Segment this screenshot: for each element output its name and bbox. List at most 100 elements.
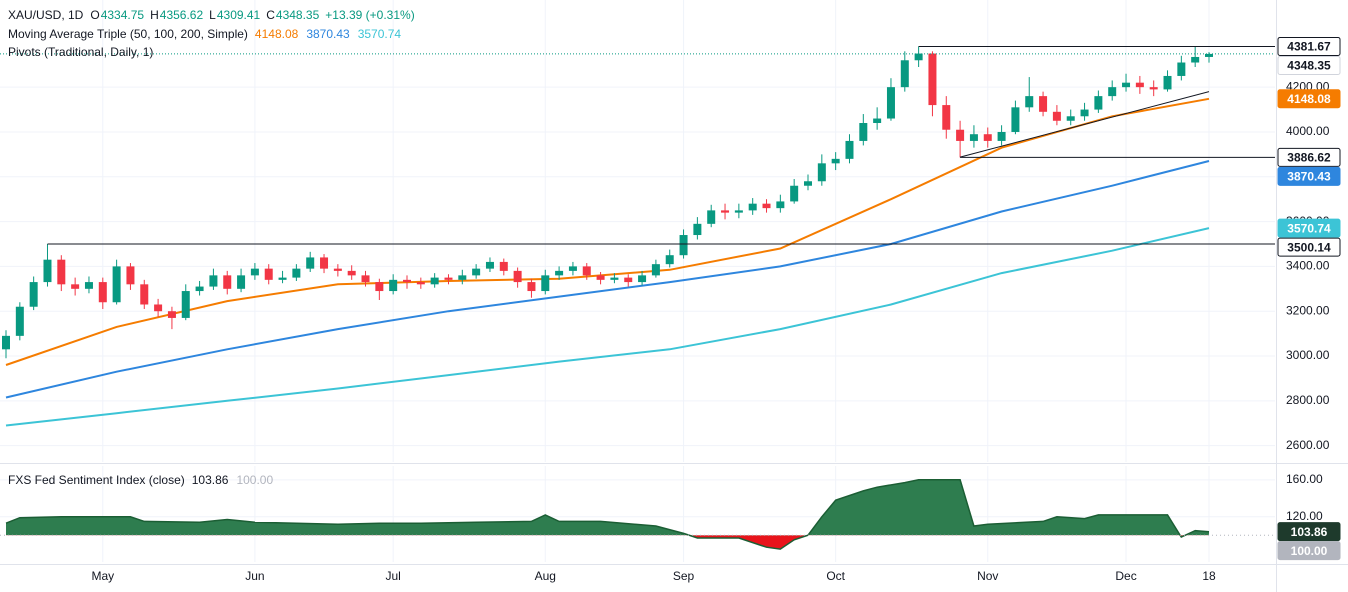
change: +13.39 (+0.31%) — [325, 8, 414, 22]
candle-body — [1205, 53, 1213, 57]
candle-body — [928, 53, 937, 106]
candle-body — [582, 266, 591, 276]
candle-body — [513, 270, 522, 283]
moving-average-line — [5, 160, 1210, 399]
y-tick-label: 4000.00 — [1286, 124, 1330, 138]
candle-body — [223, 275, 232, 289]
x-tick-label: Jun — [245, 569, 264, 583]
candle-body — [541, 275, 550, 292]
ohlc-prefix: O — [90, 8, 99, 22]
sentiment-line — [5, 479, 1210, 550]
candle-body — [1149, 87, 1158, 90]
candle-body — [942, 105, 951, 130]
candle-body — [403, 279, 411, 283]
candle-body — [776, 201, 785, 209]
candle-body — [57, 259, 66, 285]
candle-body — [1122, 82, 1131, 88]
candle-body — [707, 210, 716, 224]
ohlc-value: 4309.41 — [217, 8, 261, 22]
candle-body — [499, 261, 508, 271]
price-label-box — [1277, 89, 1341, 109]
candle-body — [665, 255, 674, 265]
candle-body — [1080, 109, 1089, 117]
candle-body — [167, 311, 176, 318]
candle-body — [181, 291, 190, 318]
price-label: 100.00 — [1291, 544, 1328, 558]
indicator-title: FXS Fed Sentiment Index (close) — [8, 473, 185, 487]
candle-body — [762, 203, 771, 209]
candle-body — [638, 275, 647, 283]
x-tick-label: Oct — [826, 569, 845, 583]
candle-body — [1025, 96, 1034, 108]
candle-body — [1052, 111, 1061, 121]
price-label: 3500.14 — [1287, 240, 1331, 254]
candle-body — [914, 53, 923, 61]
price-label: 3570.74 — [1287, 221, 1331, 235]
moving-average-line — [5, 227, 1210, 427]
candle-body — [1108, 87, 1117, 97]
candle-body — [527, 282, 536, 292]
y-tick-label: 3200.00 — [1286, 303, 1330, 317]
candle-body — [306, 257, 315, 269]
overlay-value: 3570.74 — [358, 27, 402, 41]
candle-body — [347, 270, 356, 276]
candle-body — [112, 266, 121, 303]
x-tick-label: Dec — [1115, 569, 1136, 583]
candle-body — [98, 282, 107, 303]
ohlc-prefix: H — [150, 8, 159, 22]
candle-body — [458, 275, 467, 280]
price-label: 103.86 — [1291, 525, 1328, 539]
candle-body — [2, 335, 10, 350]
candle-body — [84, 282, 93, 289]
candle-body — [859, 123, 868, 141]
ohlc-value: 4356.62 — [160, 8, 204, 22]
y-tick-label: 3400.00 — [1286, 259, 1330, 273]
candle-body — [679, 235, 688, 256]
candle-body — [596, 275, 605, 280]
y-tick-label: 2600.00 — [1286, 438, 1330, 452]
candle-body — [886, 87, 895, 119]
y-tick-label: 3000.00 — [1286, 348, 1330, 362]
candle-body — [693, 223, 702, 236]
candle-body — [15, 306, 24, 336]
y-tick-label: 120.00 — [1286, 509, 1323, 523]
candle-body — [873, 118, 882, 124]
price-label-box — [1277, 237, 1341, 257]
candle-body — [1191, 56, 1200, 63]
overlay-title: Moving Average Triple (50, 100, 200, Sim… — [8, 27, 248, 41]
candle-body — [195, 286, 204, 292]
candle-body — [969, 134, 978, 141]
candle-body — [831, 158, 840, 164]
candle-body — [790, 185, 799, 202]
candle-body — [845, 140, 854, 159]
candle-body — [610, 277, 619, 280]
candle-body — [250, 268, 259, 276]
candle-body — [43, 259, 52, 283]
price-label-box — [1277, 541, 1341, 561]
candle-body — [956, 129, 965, 141]
candle-body — [29, 282, 38, 307]
y-tick-label: 2800.00 — [1286, 393, 1330, 407]
candle-body — [1135, 82, 1144, 88]
candle-body — [320, 257, 329, 269]
price-label-box — [1277, 36, 1341, 56]
price-label-box — [1277, 166, 1341, 186]
x-tick-label: Nov — [977, 569, 998, 583]
candle-body — [278, 277, 287, 280]
candle-body — [983, 134, 992, 141]
candle-body — [1094, 96, 1103, 110]
candle-body — [817, 163, 826, 182]
candle-body — [1163, 75, 1172, 90]
candle-body — [734, 210, 743, 213]
x-tick-label: May — [91, 569, 114, 583]
x-tick-label: Jul — [386, 569, 401, 583]
candle-body — [1011, 107, 1020, 132]
candle-body — [1066, 116, 1075, 121]
x-tick-label: Aug — [535, 569, 556, 583]
candle-body — [804, 181, 812, 186]
candle-body — [154, 304, 163, 312]
candle-body — [1177, 62, 1186, 76]
ohlc-prefix: C — [266, 8, 275, 22]
